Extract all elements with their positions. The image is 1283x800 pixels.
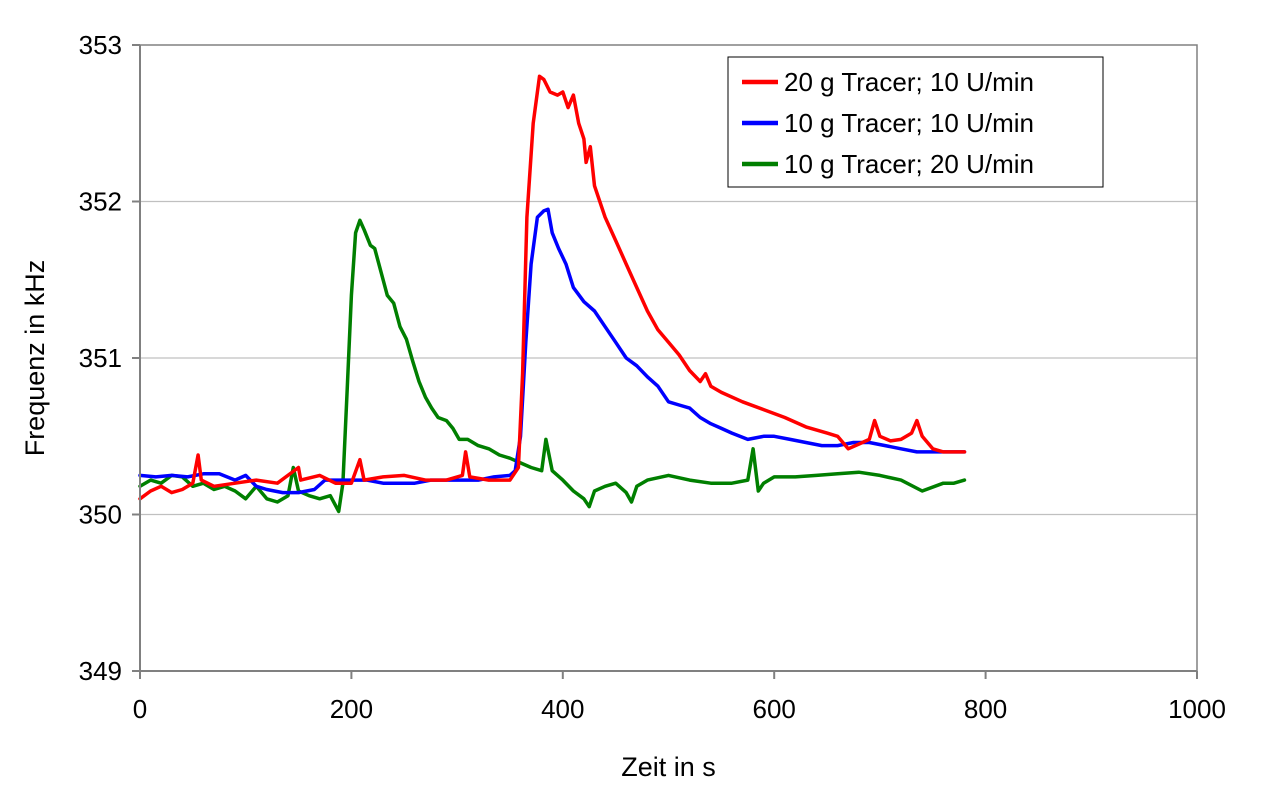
series-layer bbox=[138, 74, 967, 514]
series-line-2 bbox=[138, 207, 967, 495]
legend: 20 g Tracer; 10 U/min 10 g Tracer; 10 U/m… bbox=[727, 56, 1104, 188]
legend-entries: 20 g Tracer; 10 U/min 10 g Tracer; 10 U/m… bbox=[742, 67, 1034, 179]
y-tick-label: 351 bbox=[79, 343, 122, 373]
legend-label: 10 g Tracer; 10 U/min bbox=[784, 108, 1034, 138]
y-tick-label: 350 bbox=[79, 500, 122, 530]
y-axis-title: Frequenz in kHz bbox=[20, 260, 50, 457]
x-tick-label: 0 bbox=[133, 694, 147, 724]
legend-label: 10 g Tracer; 20 U/min bbox=[784, 149, 1034, 179]
axes bbox=[132, 44, 1198, 679]
x-tick-labels: 0 200 400 600 800 1000 bbox=[133, 694, 1226, 724]
y-tick-label: 353 bbox=[79, 30, 122, 60]
gridlines bbox=[140, 200, 1197, 516]
y-tick-labels: 349 350 351 352 353 bbox=[79, 30, 122, 686]
x-tick-label: 200 bbox=[330, 694, 373, 724]
legend-label: 20 g Tracer; 10 U/min bbox=[784, 67, 1034, 97]
legend-box bbox=[727, 56, 1104, 188]
x-tick-label: 1000 bbox=[1168, 694, 1226, 724]
x-tick-label: 400 bbox=[541, 694, 584, 724]
x-tick-label: 800 bbox=[964, 694, 1007, 724]
y-tick-label: 349 bbox=[79, 656, 122, 686]
series-line-1 bbox=[138, 74, 967, 501]
x-axis-title: Zeit in s bbox=[621, 752, 716, 782]
x-tick-label: 600 bbox=[753, 694, 796, 724]
series-line-3 bbox=[138, 218, 967, 514]
y-tick-label: 352 bbox=[79, 187, 122, 217]
